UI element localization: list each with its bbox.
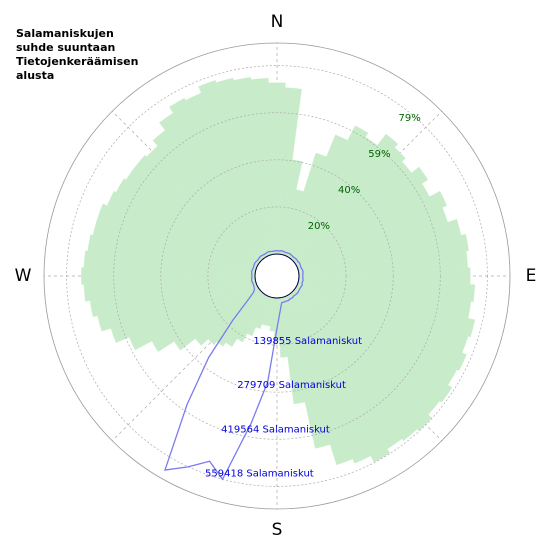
y-tick-label: 79%: [399, 113, 421, 124]
direction-label: W: [15, 266, 32, 286]
y-tick-label: 40%: [338, 185, 360, 196]
grid-ring: [207, 206, 347, 346]
title-line: alusta: [16, 69, 55, 82]
y-tick-label: 59%: [368, 149, 390, 160]
spoke: [292, 110, 443, 261]
direction-label: S: [272, 520, 283, 540]
direction-label: E: [526, 266, 537, 286]
spoke: [111, 110, 262, 261]
title-line: suhde suuntaan: [16, 41, 116, 54]
direction-label: N: [271, 12, 284, 32]
grid-ring: [113, 112, 441, 440]
title-line: Tietojenkeräämisen: [16, 55, 139, 68]
spoke: [111, 291, 262, 442]
y-tick-label: 20%: [308, 221, 330, 232]
grid-ring: [160, 159, 394, 393]
line: [164, 249, 304, 481]
y2-tick-label: 139855 Salamaniskut: [253, 336, 362, 347]
center-hole: [254, 253, 300, 299]
chart-title: Salamaniskujen suhde suuntaan Tietojenkerä…: [16, 27, 138, 83]
y2-tick-label: 419564 Salamaniskut: [221, 424, 330, 435]
y2-tick-label: 279709 Salamaniskut: [237, 380, 346, 391]
title-line: Salamaniskujen: [16, 27, 114, 40]
y2-tick-label: 559418 Salamaniskut: [205, 469, 314, 480]
grid-ring: [66, 65, 488, 487]
